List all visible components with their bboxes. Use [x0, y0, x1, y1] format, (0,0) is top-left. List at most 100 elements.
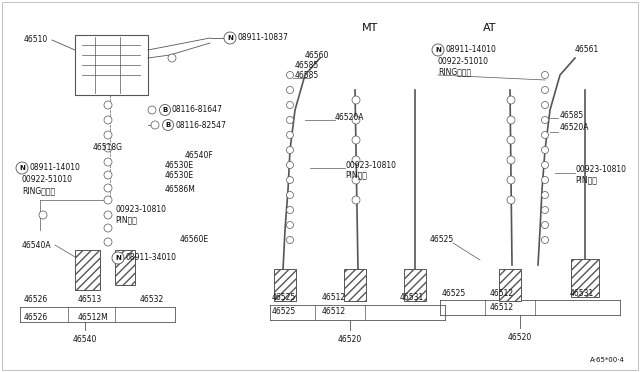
Text: N: N [19, 165, 25, 171]
Circle shape [287, 71, 294, 78]
Circle shape [507, 196, 515, 204]
Circle shape [287, 161, 294, 169]
Circle shape [507, 116, 515, 124]
Text: 46525: 46525 [272, 294, 296, 302]
Text: MT: MT [362, 23, 378, 33]
Circle shape [287, 147, 294, 154]
Text: 46560E: 46560E [180, 235, 209, 244]
Text: 46526: 46526 [24, 295, 48, 305]
Circle shape [287, 206, 294, 214]
Circle shape [168, 54, 176, 62]
Circle shape [541, 102, 548, 109]
Circle shape [352, 156, 360, 164]
Text: 46585: 46585 [295, 71, 319, 80]
Text: 46540A: 46540A [22, 241, 52, 250]
Circle shape [541, 87, 548, 93]
Circle shape [163, 119, 173, 131]
Text: 46586M: 46586M [165, 186, 196, 195]
Text: 46525: 46525 [430, 235, 454, 244]
Text: 00923-10810: 00923-10810 [575, 166, 626, 174]
Text: 46512: 46512 [490, 289, 514, 298]
Circle shape [104, 144, 112, 152]
Bar [571, 259, 599, 297]
Text: N: N [227, 35, 233, 41]
Text: 46531: 46531 [400, 294, 424, 302]
Bar [274, 269, 296, 301]
Circle shape [541, 131, 548, 138]
Text: 46530E: 46530E [165, 170, 194, 180]
Circle shape [541, 206, 548, 214]
Circle shape [39, 211, 47, 219]
Circle shape [159, 105, 170, 115]
Circle shape [104, 171, 112, 179]
Circle shape [104, 158, 112, 166]
Circle shape [507, 156, 515, 164]
Text: 46512: 46512 [322, 294, 346, 302]
Text: 00923-10810: 00923-10810 [115, 205, 166, 215]
Text: 46525: 46525 [272, 308, 296, 317]
Text: 08911-14010: 08911-14010 [29, 164, 80, 173]
Circle shape [104, 224, 112, 232]
Text: N: N [115, 255, 121, 261]
Text: 46520A: 46520A [560, 124, 589, 132]
Circle shape [287, 87, 294, 93]
Text: 46520: 46520 [508, 334, 532, 343]
Circle shape [541, 116, 548, 124]
Circle shape [104, 131, 112, 139]
Text: 46525: 46525 [442, 289, 467, 298]
Circle shape [148, 106, 156, 114]
Text: 46510: 46510 [24, 35, 48, 45]
Circle shape [541, 221, 548, 228]
Text: B: B [163, 107, 168, 113]
Text: 46512: 46512 [490, 302, 514, 311]
Circle shape [541, 192, 548, 199]
Text: 08911-14010: 08911-14010 [445, 45, 496, 55]
Circle shape [352, 196, 360, 204]
Circle shape [287, 221, 294, 228]
Circle shape [541, 237, 548, 244]
Circle shape [287, 176, 294, 183]
Circle shape [104, 184, 112, 192]
Bar [499, 269, 521, 301]
Circle shape [104, 238, 112, 246]
Circle shape [104, 211, 112, 219]
Text: PINビン: PINビン [115, 215, 137, 224]
Text: 00922-51010: 00922-51010 [22, 176, 73, 185]
Text: 46561: 46561 [575, 45, 599, 55]
Circle shape [541, 147, 548, 154]
Text: 46531: 46531 [570, 289, 595, 298]
Text: 46540: 46540 [73, 336, 97, 344]
Circle shape [507, 176, 515, 184]
Circle shape [104, 116, 112, 124]
Circle shape [541, 161, 548, 169]
Circle shape [352, 176, 360, 184]
Text: 46532: 46532 [140, 295, 164, 305]
Text: RINGリング: RINGリング [22, 186, 55, 196]
Circle shape [432, 44, 444, 56]
Text: PINビン: PINビン [575, 176, 597, 185]
Text: 46560: 46560 [305, 51, 330, 60]
Text: 46585: 46585 [295, 61, 319, 70]
Text: RINGリング: RINGリング [438, 67, 471, 77]
Text: 46520: 46520 [338, 336, 362, 344]
Text: 46518G: 46518G [93, 144, 123, 153]
Text: 46512: 46512 [322, 308, 346, 317]
Text: 46513: 46513 [78, 295, 102, 305]
Circle shape [287, 237, 294, 244]
Text: 08116-81647: 08116-81647 [172, 106, 223, 115]
Text: 00923-10810: 00923-10810 [345, 160, 396, 170]
Text: 46540F: 46540F [185, 151, 214, 160]
Circle shape [287, 102, 294, 109]
Circle shape [16, 162, 28, 174]
Circle shape [287, 131, 294, 138]
Circle shape [287, 192, 294, 199]
Bar [404, 269, 426, 301]
Circle shape [352, 116, 360, 124]
Text: 08911-10837: 08911-10837 [237, 33, 288, 42]
Text: N: N [435, 47, 441, 53]
Text: 46530E: 46530E [165, 160, 194, 170]
Circle shape [507, 136, 515, 144]
Text: 00922-51010: 00922-51010 [438, 58, 489, 67]
Circle shape [224, 32, 236, 44]
Circle shape [541, 71, 548, 78]
